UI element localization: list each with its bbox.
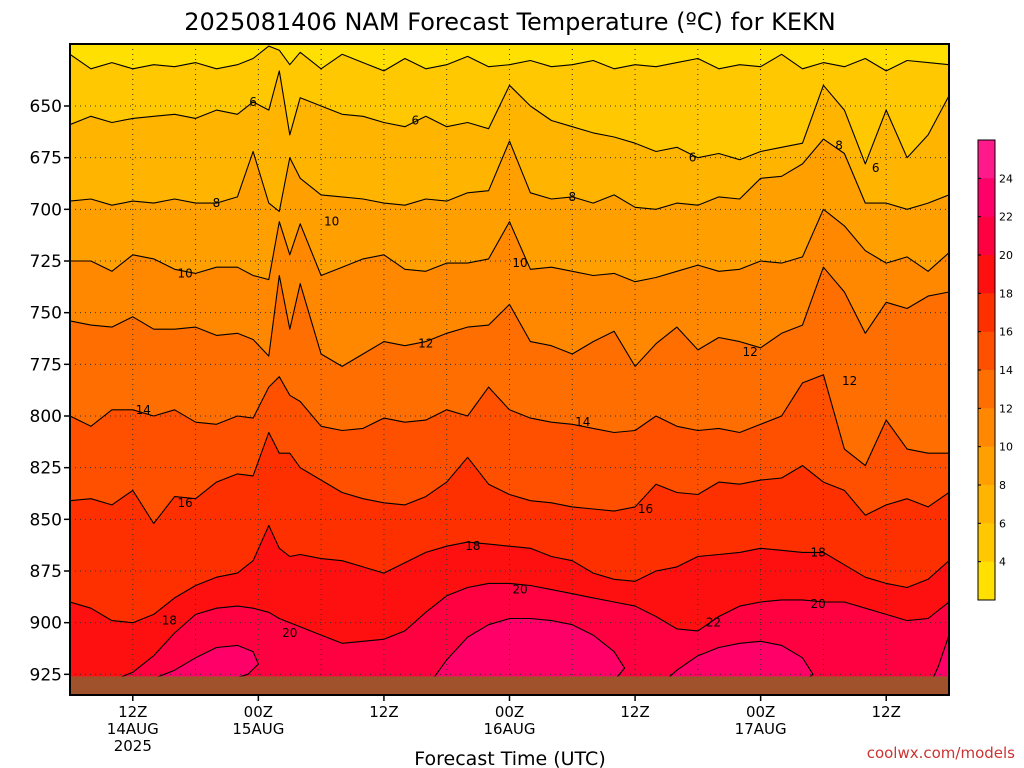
isotherm-14-5 [70,374,949,467]
gridlines [70,44,949,695]
y-tick-label: 800 [30,407,62,427]
isotherm-16-6 [70,431,949,525]
colorbar-segment [978,293,995,333]
x-tick-label: 00Z [244,703,273,721]
contour-label: 14 [575,415,590,429]
y-tick-label: 650 [30,97,62,117]
contour-label: 14 [136,403,151,417]
isotherm-18-7 [70,524,949,624]
colorbar-segment [978,216,995,256]
colorbar-label: 22 [999,211,1013,224]
contour-label: 18 [162,614,177,628]
contour-label: 20 [282,626,297,640]
x-tick-label: 2025 [114,737,152,755]
colorbar-label: 16 [999,326,1013,339]
y-tick-label: 675 [30,149,62,169]
colorbar-segment [978,255,995,294]
contour-label: 8 [568,190,576,204]
contour-label: 12 [743,345,758,359]
colorbar-label: 24 [999,172,1013,185]
contour-label: 20 [512,583,527,597]
colorbar-label: 4 [999,556,1006,569]
colorbar-segment [978,408,995,448]
credit-text[interactable]: coolwx.com/models [867,744,1015,762]
x-tick-label: 16AUG [484,720,536,738]
colorbar-segment [978,485,995,524]
y-tick-label: 900 [30,614,62,634]
colorbar-segment [978,178,995,218]
contour-label: 8 [213,196,221,210]
contour-label: 16 [638,502,653,516]
contour-labels: 6 6 6 6 8 8 8 10 10 10 12 12 12 14 14 16 16 18 18 18 20 20 20 2… [136,95,880,640]
isotherm-20-8 [70,582,949,686]
colorbar-label: 12 [999,402,1013,415]
contour-label: 10 [177,266,192,280]
isotherm-12-4 [70,266,949,367]
contour-label: 12 [418,337,433,351]
y-tick-label: 850 [30,510,62,530]
contour-label: 6 [872,161,880,175]
contour-label: 6 [412,113,420,127]
temperature-bands [70,44,949,695]
ground-strip [70,676,949,695]
colorbar-segment [978,523,995,563]
contour-label: 10 [324,215,339,229]
contour-label: 6 [689,151,697,165]
colorbar-segment [978,370,995,409]
contour-label: 6 [249,95,257,109]
x-tick-label: 00Z [495,703,524,721]
contour-label: 10 [512,256,527,270]
x-tick-label: 12Z [620,703,649,721]
x-tick-label: 12Z [118,703,147,721]
colorbar-label: 20 [999,249,1013,262]
contour-label: 22 [706,616,721,630]
y-tick-label: 750 [30,304,62,324]
contour-label: 18 [465,539,480,553]
plot-area: 6 6 6 6 8 8 8 10 10 10 12 12 12 14 14 16 16 18 18 18 20 20 20 2… [69,43,950,696]
colorbar-segment [978,140,995,179]
contour-label: 8 [835,138,843,152]
isotherm-10-3 [70,208,949,283]
contour-label: 12 [842,374,857,388]
colorbar-label: 10 [999,441,1013,454]
x-tick-label: 12Z [369,703,398,721]
y-tick-label: 775 [30,355,62,375]
y-tick-label: 925 [30,665,62,685]
band-22-10 [425,618,625,695]
x-tick-label: 00Z [746,703,775,721]
colorbar-segment [978,331,995,371]
y-tick-label: 825 [30,459,62,479]
chart-title: 2025081406 NAM Forecast Temperature (ºC)… [184,8,836,36]
colorbar-label: 18 [999,287,1013,300]
x-tick-label: 17AUG [735,720,787,738]
colorbar-segment [978,446,995,486]
contour-label: 16 [177,496,192,510]
y-axis: 650 675 700 725 750 775 800 825 850 875 900 925 [30,97,70,685]
colorbar-legend: 4 6 8 10 12 14 16 18 20 22 24 [977,139,1013,601]
x-tick-label: 15AUG [232,720,284,738]
colorbar-label: 14 [999,364,1013,377]
x-tick-label: 14AUG [107,720,159,738]
isotherm-4-0 [70,45,949,72]
y-tick-label: 875 [30,562,62,582]
x-tick-label: 12Z [872,703,901,721]
colorbar-label: 8 [999,479,1006,492]
x-axis-label: Forecast Time (UTC) [414,748,605,768]
contour-label: 18 [811,545,826,559]
y-tick-label: 725 [30,252,62,272]
y-tick-label: 700 [30,200,62,220]
colorbar-segment [978,561,995,601]
contour-label: 20 [811,597,826,611]
isotherm-6-1 [70,70,949,165]
isotherm-8-2 [70,138,949,212]
ground-layer [70,676,949,695]
colorbar-label: 6 [999,517,1006,530]
